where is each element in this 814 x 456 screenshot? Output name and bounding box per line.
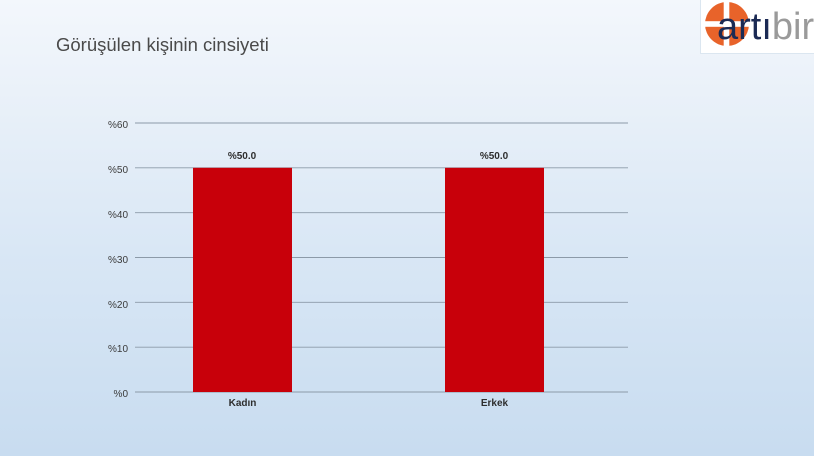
svg-text:artıbir: artıbir: [717, 6, 814, 48]
